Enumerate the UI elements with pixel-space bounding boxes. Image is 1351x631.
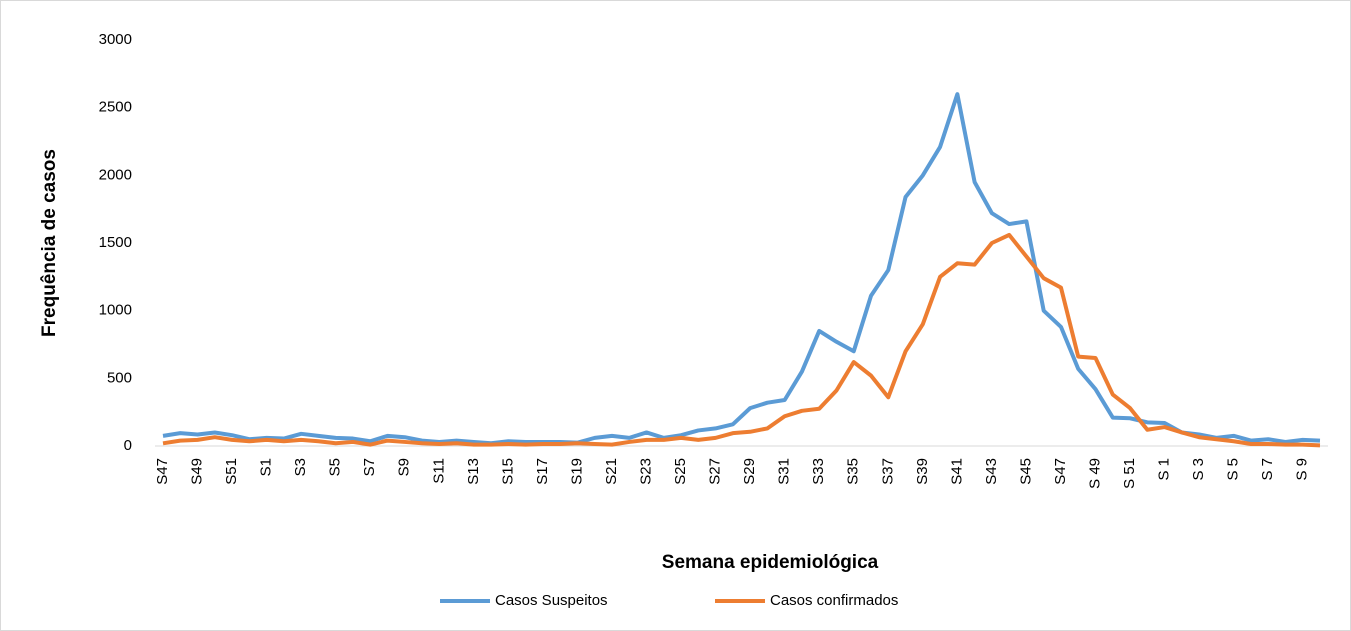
x-tick-label: S33 [810,458,827,485]
x-tick-label: S 51 [1121,458,1138,489]
x-tick-label: S3 [292,458,309,476]
x-tick-label: S49 [189,458,206,485]
x-tick-label: S19 [568,458,585,485]
x-tick-label: S9 [396,458,413,476]
y-tick-label: 500 [107,369,132,386]
x-axis-title: Semana epidemiológica [662,552,879,573]
x-tick-label: S 7 [1259,458,1276,481]
y-tick-label: 3000 [99,31,132,48]
y-tick-label: 2500 [99,99,132,116]
x-tick-label: S43 [983,458,1000,485]
x-tick-label: S37 [879,458,896,485]
x-tick-label: S 1 [1156,458,1173,481]
x-tick-label: S29 [741,458,758,485]
x-tick-label: S27 [707,458,724,485]
x-tick-label: S23 [637,458,654,485]
x-tick-label: S35 [845,458,862,485]
x-tick-label: S11 [430,458,447,484]
line-series [162,92,1321,446]
x-tick-label: S41 [948,458,965,485]
y-tick-label: 2000 [99,166,132,183]
x-tick-label: S25 [672,458,689,485]
x-tick-label: S1 [258,458,275,476]
x-tick-label: S31 [776,458,793,485]
x-tick-label: S51 [223,458,240,485]
legend-label: Casos Suspeitos [495,592,608,609]
y-tick-label: 0 [124,437,132,454]
x-tick-label: S 9 [1294,458,1311,481]
x-tick-label: S47 [1052,458,1069,485]
x-tick-label: S45 [1017,458,1034,485]
x-tick-label: S17 [534,458,551,485]
x-tick-label: S7 [361,458,378,476]
legend-label: Casos confirmados [770,592,898,609]
x-tick-label: S15 [499,458,516,485]
x-tick-label: S39 [914,458,931,485]
y-tick-label: 1000 [99,302,132,319]
x-tick-label: S 3 [1190,458,1207,481]
x-tick-label: S 49 [1086,458,1103,489]
y-tick-label: 1500 [99,234,132,251]
x-tick-label: S13 [465,458,482,485]
y-axis-title: Frequência de casos [39,149,60,337]
x-tick-label: S5 [327,458,344,476]
x-tick-label: S 5 [1225,458,1242,481]
x-tick-label: S21 [603,458,620,485]
line-series [162,232,1321,448]
x-tick-label: S47 [154,458,171,485]
